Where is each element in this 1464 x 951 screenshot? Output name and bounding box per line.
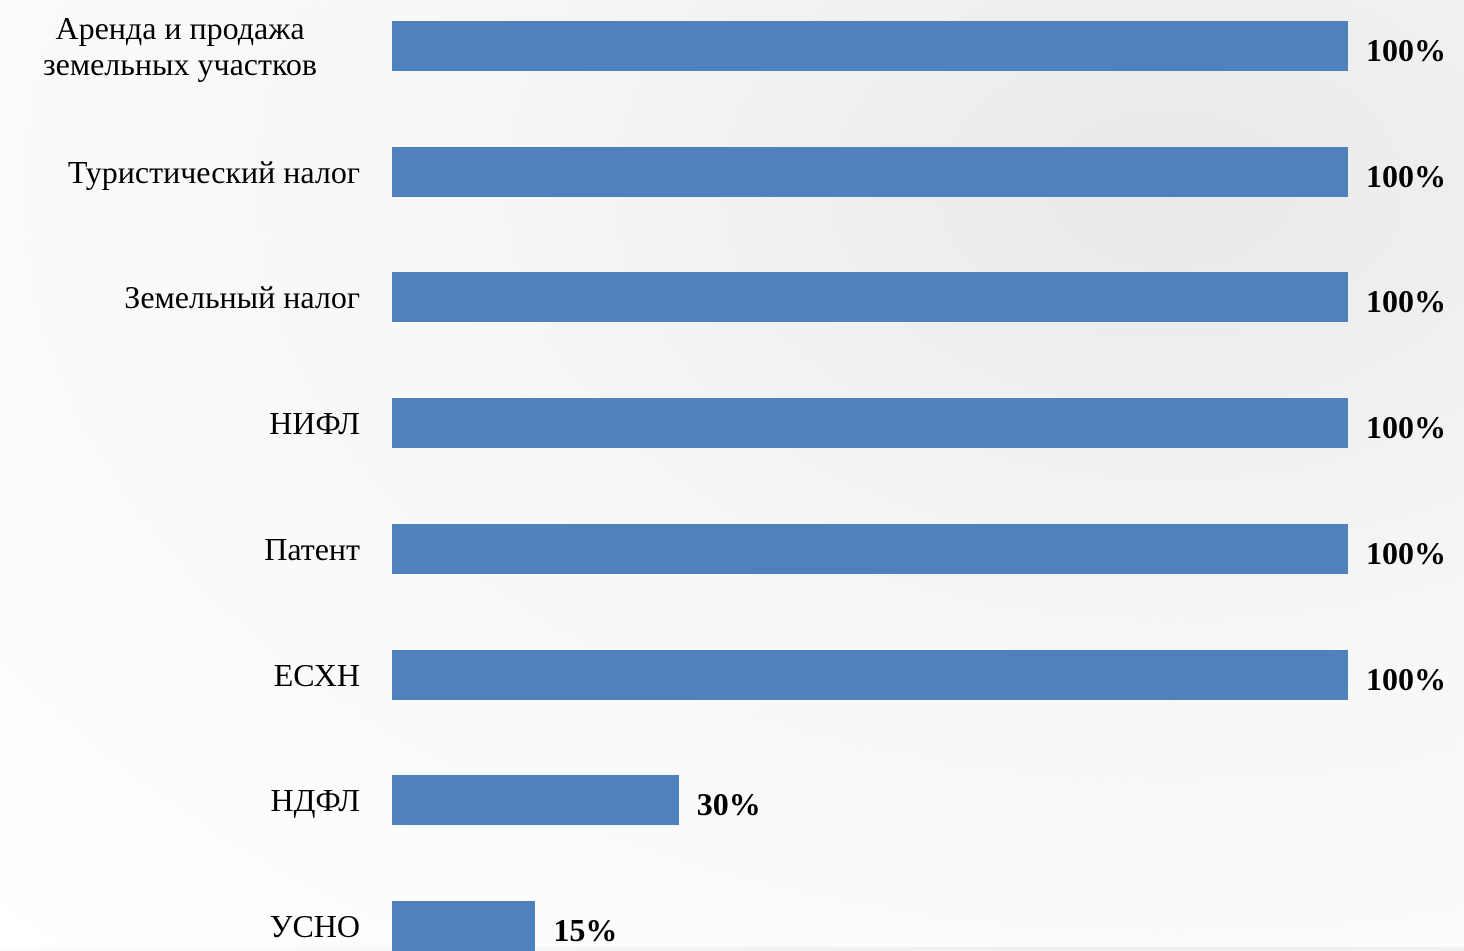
value-label: 100% xyxy=(1366,157,1446,194)
bar xyxy=(392,398,1348,449)
category-label: УСНО xyxy=(269,907,360,944)
bar xyxy=(392,900,536,951)
value-label: 100% xyxy=(1366,409,1446,446)
category-label: Аренда и продажа земельных участков xyxy=(43,10,317,82)
value-label: 100% xyxy=(1366,534,1446,571)
bar xyxy=(392,649,1348,700)
value-label: 100% xyxy=(1366,660,1446,697)
category-label: НИФЛ xyxy=(269,405,360,442)
category-label: Туристический налог xyxy=(67,153,360,190)
bar xyxy=(392,21,1348,71)
category-label: НДФЛ xyxy=(270,782,360,819)
bar xyxy=(392,272,1348,323)
value-label: 30% xyxy=(696,786,761,823)
bar xyxy=(392,523,1348,574)
category-label: ЕСХН xyxy=(273,656,360,693)
bar xyxy=(392,775,679,826)
category-label: Земельный налог xyxy=(124,279,360,316)
value-label: 100% xyxy=(1366,283,1446,320)
value-label: 100% xyxy=(1366,32,1446,68)
bar xyxy=(392,146,1348,197)
category-label: Патент xyxy=(264,530,360,567)
value-label: 15% xyxy=(553,911,618,948)
